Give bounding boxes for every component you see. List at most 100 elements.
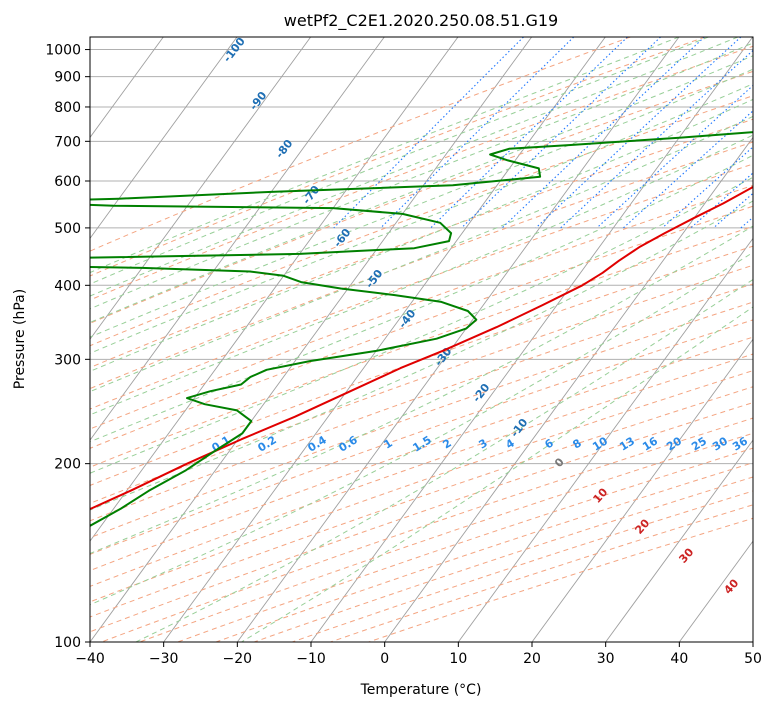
x-tick-label: 40 — [670, 651, 688, 667]
dry-adiabat-line — [90, 45, 753, 301]
mixing-ratio-line — [501, 37, 705, 229]
mixing-ratio-label: 13 — [617, 434, 637, 453]
isotherm-line — [531, 338, 753, 642]
x-tick-label: 10 — [449, 651, 467, 667]
isotherm-line — [90, 37, 312, 341]
axes: −40 −30 −20 −10 0 10 20 30 40 50 100 200 300 400 500 6 0… — [45, 43, 762, 667]
dry-adiabat-line — [90, 245, 753, 487]
moist-adiabat-line — [241, 306, 753, 642]
y-tick-label: 700 — [54, 134, 81, 150]
mixing-ratio-label: 8 — [570, 436, 583, 451]
dry-adiabat-label: -10 — [508, 416, 531, 440]
dry-adiabat-label: -50 — [363, 267, 386, 291]
isotherm-line — [90, 37, 533, 642]
mixing-ratio-line — [430, 37, 628, 229]
x-tick-label: 50 — [744, 651, 762, 667]
isotherm-line — [236, 37, 680, 642]
mixing-ratio-line — [596, 84, 753, 229]
isotherm-line — [90, 37, 238, 240]
dry-adiabat-line — [100, 417, 753, 642]
x-axis-title: Temperature (°C) — [360, 682, 482, 698]
chart-title: wetPf2_C2E1.2020.250.08.51.G19 — [284, 11, 558, 31]
dry-adiabat-line — [90, 225, 753, 468]
dry-adiabat-line — [90, 386, 753, 618]
moist-adiabat-line — [135, 278, 753, 642]
y-tick-label: 200 — [54, 457, 81, 473]
mixing-ratio-label: 6 — [542, 436, 556, 451]
isotherm-line — [384, 136, 753, 642]
dry-adiabat-line — [290, 490, 753, 642]
moist-adiabat-label: 30 — [676, 545, 696, 565]
mixing-ratio-line — [623, 110, 753, 229]
y-tick-label: 400 — [54, 278, 81, 294]
dry-adiabat-label: -80 — [273, 137, 296, 161]
dry-adiabat-label: -40 — [396, 307, 419, 331]
mixing-ratio-label: 1 — [381, 436, 394, 451]
isotherm-line — [90, 37, 459, 542]
dry-adiabat-line — [90, 184, 753, 430]
isotherm-line — [457, 237, 753, 642]
x-tick-label: 20 — [523, 651, 541, 667]
plot-area: -100-90-80-70-60-50-40-30-20-100.1 0.2 0.4… — [90, 37, 753, 642]
dry-adiabat-line — [90, 283, 753, 522]
dry-adiabat-line — [90, 336, 753, 572]
dry-adiabat-line — [90, 163, 753, 410]
mixing-ratio-line — [535, 37, 742, 229]
plot-frame — [89, 36, 754, 643]
dry-adiabat-line — [90, 319, 753, 555]
y-tick-label: 300 — [54, 352, 81, 368]
dry-adiabat-line — [90, 301, 753, 539]
dry-adiabat-line — [90, 118, 753, 369]
moist-adiabat-line — [90, 55, 753, 323]
dry-adiabat-line — [90, 141, 753, 390]
dry-adiabat-line — [90, 37, 631, 252]
y-tick-label: 100 — [54, 635, 81, 651]
y-tick-label: 500 — [54, 221, 81, 237]
dry-adiabat-line — [90, 370, 753, 603]
dry-adiabat-line — [90, 37, 706, 277]
dry-adiabat-label: -70 — [300, 183, 323, 207]
moist-adiabat-line — [90, 200, 753, 511]
mixing-ratio-line — [461, 37, 661, 229]
moist-adiabat-line — [90, 37, 739, 297]
moist-adiabat-line — [90, 176, 753, 474]
isotherm-line — [752, 641, 753, 642]
moist-adiabat-label: 10 — [590, 485, 610, 505]
x-tick-label: −20 — [223, 651, 253, 667]
dry-adiabat-line — [328, 504, 753, 642]
moist-adiabat-line — [90, 42, 753, 310]
dewpoint-series-line — [90, 131, 753, 527]
dry-adiabat-line — [90, 264, 753, 504]
y-tick-label: 1000 — [45, 43, 81, 59]
mixing-ratio-label: 3 — [476, 436, 489, 451]
mixing-ratio-label: 0.6 — [336, 433, 360, 455]
moist-adiabat-label: 0 — [552, 455, 567, 470]
mixing-ratio-line — [690, 172, 753, 229]
dry-adiabat-line — [252, 476, 753, 642]
mixing-ratio-line — [333, 37, 524, 229]
dry-adiabat-label: -90 — [247, 89, 270, 113]
y-tick-label: 800 — [54, 100, 81, 116]
moist-adiabat-line — [90, 154, 753, 443]
dry-adiabat-label: -60 — [331, 226, 354, 250]
x-tick-label: −30 — [149, 651, 179, 667]
dry-adiabat-line — [90, 95, 753, 347]
mixing-ratio-label: 4 — [503, 436, 517, 451]
mixing-ratio-label: 1.5 — [410, 433, 433, 454]
moist-adiabat-line — [90, 68, 753, 338]
x-tick-label: −10 — [296, 651, 326, 667]
moist-adiabat-line — [90, 98, 753, 372]
x-tick-label: −40 — [75, 651, 105, 667]
y-tick-label: 900 — [54, 70, 81, 86]
mixing-ratio-label: 0.2 — [255, 433, 278, 454]
dry-adiabat-line — [90, 353, 753, 587]
dry-adiabat-label: -20 — [470, 381, 493, 405]
y-axis-title: Pressure (hPa) — [12, 289, 28, 389]
dry-adiabat-line — [90, 70, 753, 324]
temperature-series-line — [90, 185, 753, 511]
mixing-ratio-label: 30 — [710, 434, 730, 453]
moist-adiabat-line — [90, 37, 680, 274]
mixing-ratio-line — [380, 37, 575, 229]
dry-adiabat-line — [176, 447, 753, 642]
